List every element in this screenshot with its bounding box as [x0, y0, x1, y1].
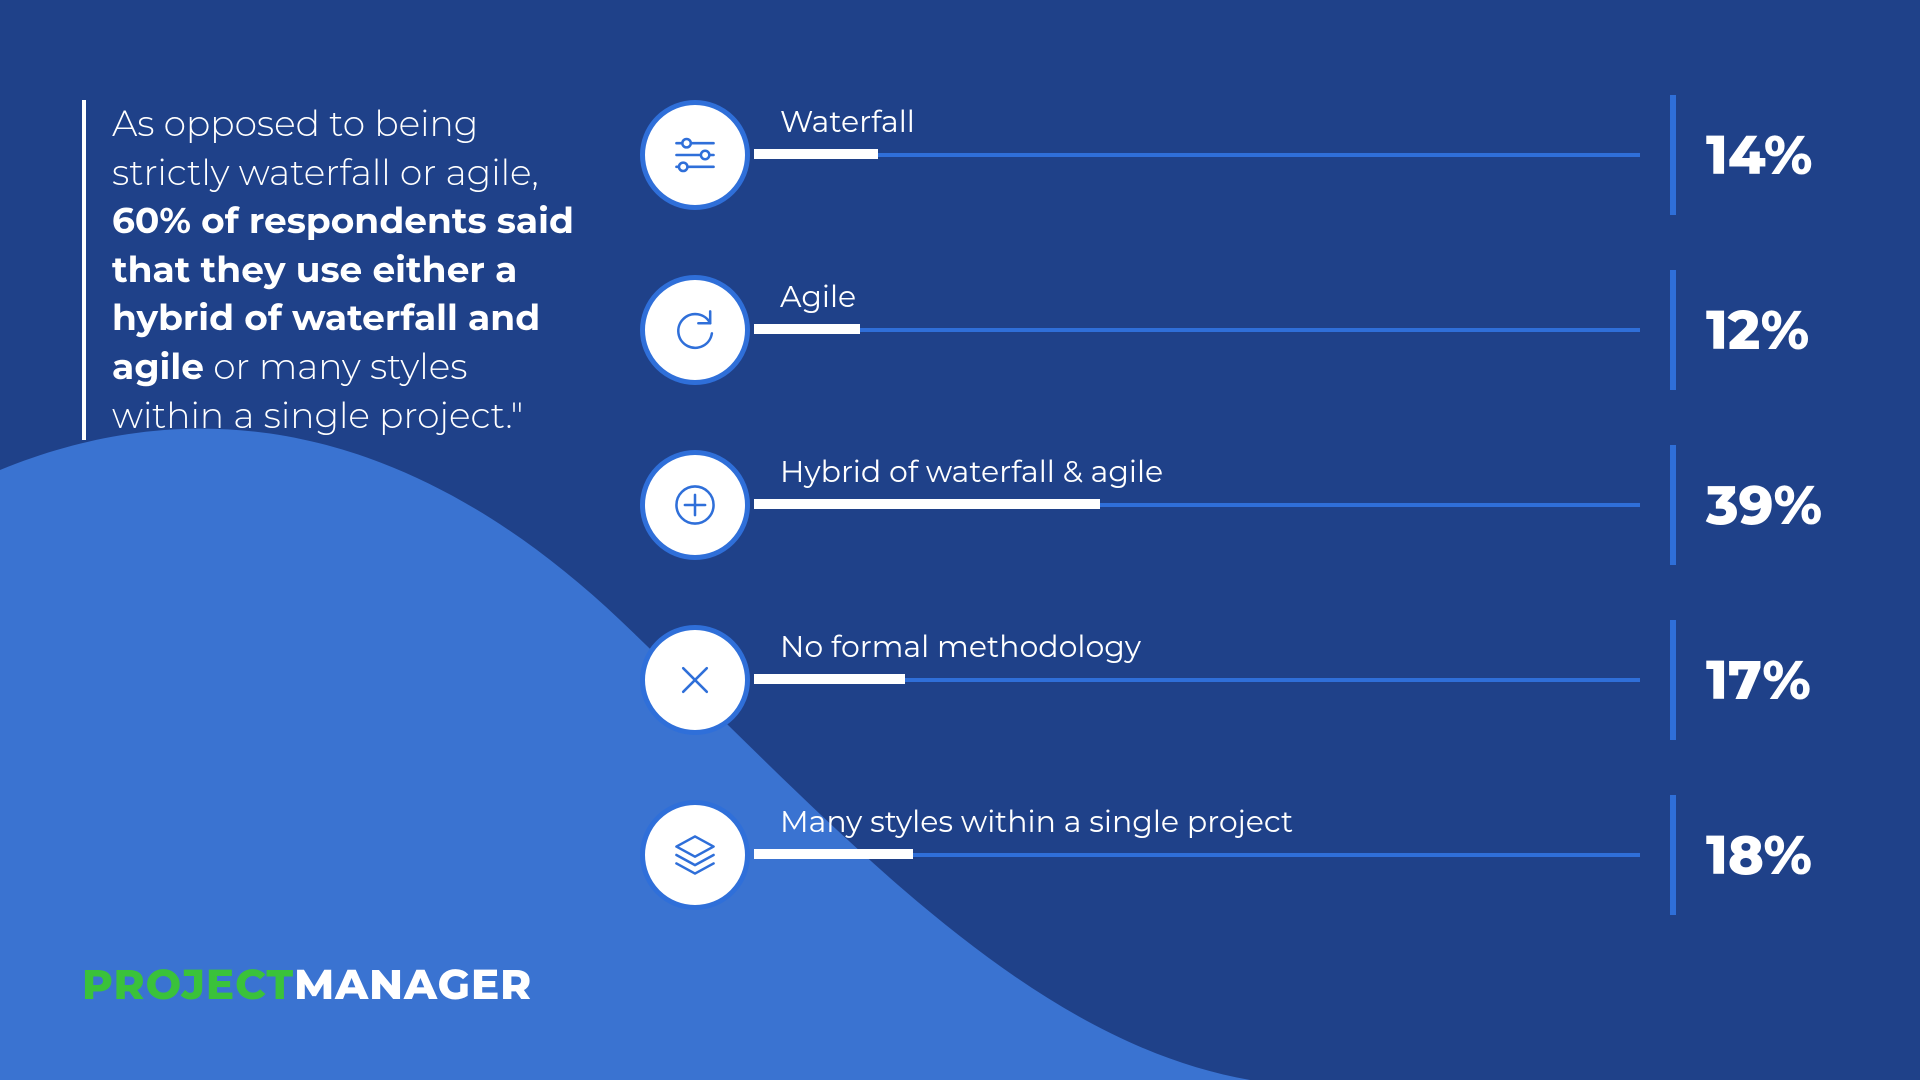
percent-value: 18%	[1706, 822, 1812, 888]
bar-track	[754, 503, 1640, 507]
bar-row: Waterfall 14%	[640, 95, 1840, 215]
bar-label: Hybrid of waterfall & agile	[780, 453, 1163, 490]
bar-chart: Waterfall 14% Agile 12% Hybrid of waterfal…	[640, 95, 1840, 915]
percent-value: 14%	[1706, 122, 1813, 188]
bar-row: Many styles within a single project 18%	[640, 795, 1840, 915]
percent-wrap: 18%	[1670, 795, 1840, 915]
bar-row: Hybrid of waterfall & agile 39%	[640, 445, 1840, 565]
bar-label: Many styles within a single project	[780, 803, 1293, 840]
quote-text-before: As opposed to being strictly waterfall o…	[112, 102, 539, 195]
percent-wrap: 14%	[1670, 95, 1840, 215]
plus-circle-icon	[640, 450, 750, 560]
bar-label: Agile	[780, 278, 856, 315]
bar-track	[754, 328, 1640, 332]
percent-value: 17%	[1706, 647, 1811, 713]
bar-fill	[754, 324, 860, 334]
bar-row: Agile 12%	[640, 270, 1840, 390]
logo-part-2: MANAGER	[294, 958, 532, 1010]
bar-row: No formal methodology 17%	[640, 620, 1840, 740]
bar-fill	[754, 674, 905, 684]
logo-part-1: PROJECT	[82, 958, 294, 1010]
brand-logo: PROJECTMANAGER	[82, 958, 532, 1010]
quote-block: As opposed to being strictly waterfall o…	[82, 100, 582, 440]
percent-wrap: 39%	[1670, 445, 1840, 565]
bar-track	[754, 153, 1640, 157]
percent-wrap: 17%	[1670, 620, 1840, 740]
bar-track	[754, 853, 1640, 857]
bar-fill	[754, 499, 1100, 509]
refresh-icon	[640, 275, 750, 385]
bar-label: No formal methodology	[780, 628, 1141, 665]
bar-label: Waterfall	[780, 103, 915, 140]
infographic-stage: As opposed to being strictly waterfall o…	[0, 0, 1920, 1080]
percent-value: 12%	[1706, 297, 1809, 363]
x-icon	[640, 625, 750, 735]
percent-wrap: 12%	[1670, 270, 1840, 390]
layers-icon	[640, 800, 750, 910]
quote-text: As opposed to being strictly waterfall o…	[112, 100, 582, 440]
bar-track	[754, 678, 1640, 682]
percent-value: 39%	[1706, 472, 1822, 538]
sliders-icon	[640, 100, 750, 210]
bar-fill	[754, 849, 913, 859]
bar-fill	[754, 149, 878, 159]
